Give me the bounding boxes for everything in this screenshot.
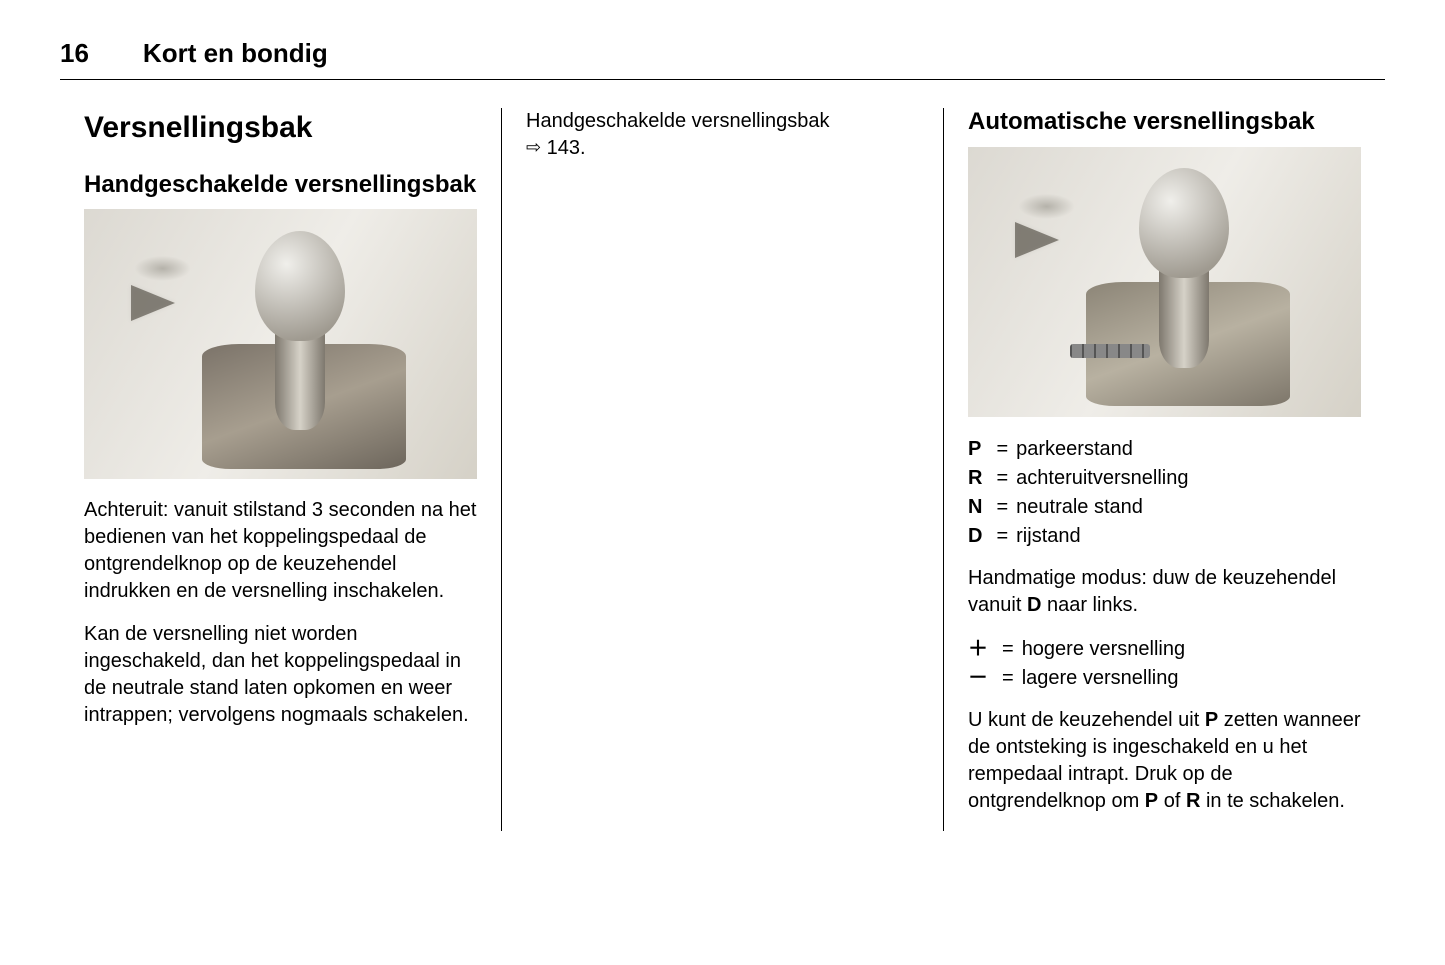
position-table: P = parkeerstand R = achteruitversnellin…	[968, 435, 1194, 551]
text-fragment: U kunt de keuzehendel uit	[968, 709, 1205, 731]
pos-key: D	[968, 522, 988, 551]
eq-sign: =	[988, 464, 1016, 493]
manual-paragraph-1: Achteruit: vanuit stilstand 3 seconden n…	[84, 497, 477, 605]
header-rule	[60, 79, 1385, 80]
manual-mode-paragraph: Handmatige modus: duw de keuzehendel van…	[968, 565, 1361, 619]
gear-knob	[1139, 168, 1229, 278]
text-fragment: Handmatige modus: duw de keuzehendel van…	[968, 567, 1336, 616]
shift-table: ＋ = hogere versnelling － = lagere versne…	[968, 635, 1191, 693]
pos-key: R	[968, 464, 988, 493]
text-fragment: naar links.	[1041, 594, 1138, 616]
eq-sign: =	[988, 522, 1016, 551]
column-1: Versnellingsbak Handgeschakelde versnell…	[60, 108, 501, 831]
text-fragment: in te schakelen.	[1200, 790, 1345, 812]
bold-letter: P	[1145, 790, 1158, 812]
text-fragment: of	[1158, 790, 1186, 812]
prnd-indicator-icon	[1070, 344, 1150, 358]
gear-knob	[255, 231, 345, 341]
auto-gear-figure	[968, 147, 1361, 417]
bold-letter: P	[1205, 709, 1218, 731]
xref-arrow-icon: ⇨	[526, 135, 541, 159]
table-row: R = achteruitversnelling	[968, 464, 1194, 493]
eq-sign: =	[994, 664, 1022, 693]
manual-gear-figure	[84, 209, 477, 479]
page-header: 16 Kort en bondig	[60, 38, 1385, 69]
shift-val: hogere versnelling	[1022, 635, 1191, 664]
table-row: D = rijstand	[968, 522, 1194, 551]
direction-arrow-icon	[1015, 222, 1059, 258]
content-columns: Versnellingsbak Handgeschakelde versnell…	[60, 108, 1385, 831]
subsection-heading-manual: Handgeschakelde versnellingsbak	[84, 171, 477, 200]
direction-arrow-icon	[131, 285, 175, 321]
cross-reference: Handgeschakelde versnellingsbak ⇨ 143.	[526, 108, 919, 162]
foot-paragraph: U kunt de keuzehendel uit P zetten wanne…	[968, 707, 1361, 815]
pos-val: parkeerstand	[1016, 435, 1194, 464]
shift-key: －	[968, 664, 994, 693]
table-row: N = neutrale stand	[968, 493, 1194, 522]
xref-text: Handgeschakelde versnellingsbak	[526, 110, 830, 132]
xref-page: 143.	[547, 137, 586, 159]
table-row: － = lagere versnelling	[968, 664, 1191, 693]
bold-letter: R	[1186, 790, 1200, 812]
pos-val: rijstand	[1016, 522, 1194, 551]
pos-val: achteruitversnelling	[1016, 464, 1194, 493]
shift-val: lagere versnelling	[1022, 664, 1191, 693]
section-heading: Versnellingsbak	[84, 108, 477, 149]
table-row: ＋ = hogere versnelling	[968, 635, 1191, 664]
eq-sign: =	[988, 493, 1016, 522]
shift-key: ＋	[968, 635, 994, 664]
pos-key: P	[968, 435, 988, 464]
table-row: P = parkeerstand	[968, 435, 1194, 464]
pos-key: N	[968, 493, 988, 522]
subsection-heading-auto: Automatische versnellingsbak	[968, 108, 1361, 137]
eq-sign: =	[994, 635, 1022, 664]
page-number: 16	[60, 38, 89, 69]
column-3: Automatische versnellingsbak P = parkeer…	[943, 108, 1385, 831]
column-2: Handgeschakelde versnellingsbak ⇨ 143.	[501, 108, 943, 831]
pos-val: neutrale stand	[1016, 493, 1194, 522]
eq-sign: =	[988, 435, 1016, 464]
manual-paragraph-2: Kan de versnelling niet worden ingeschak…	[84, 621, 477, 729]
chapter-title: Kort en bondig	[143, 38, 328, 69]
bold-letter: D	[1027, 594, 1041, 616]
